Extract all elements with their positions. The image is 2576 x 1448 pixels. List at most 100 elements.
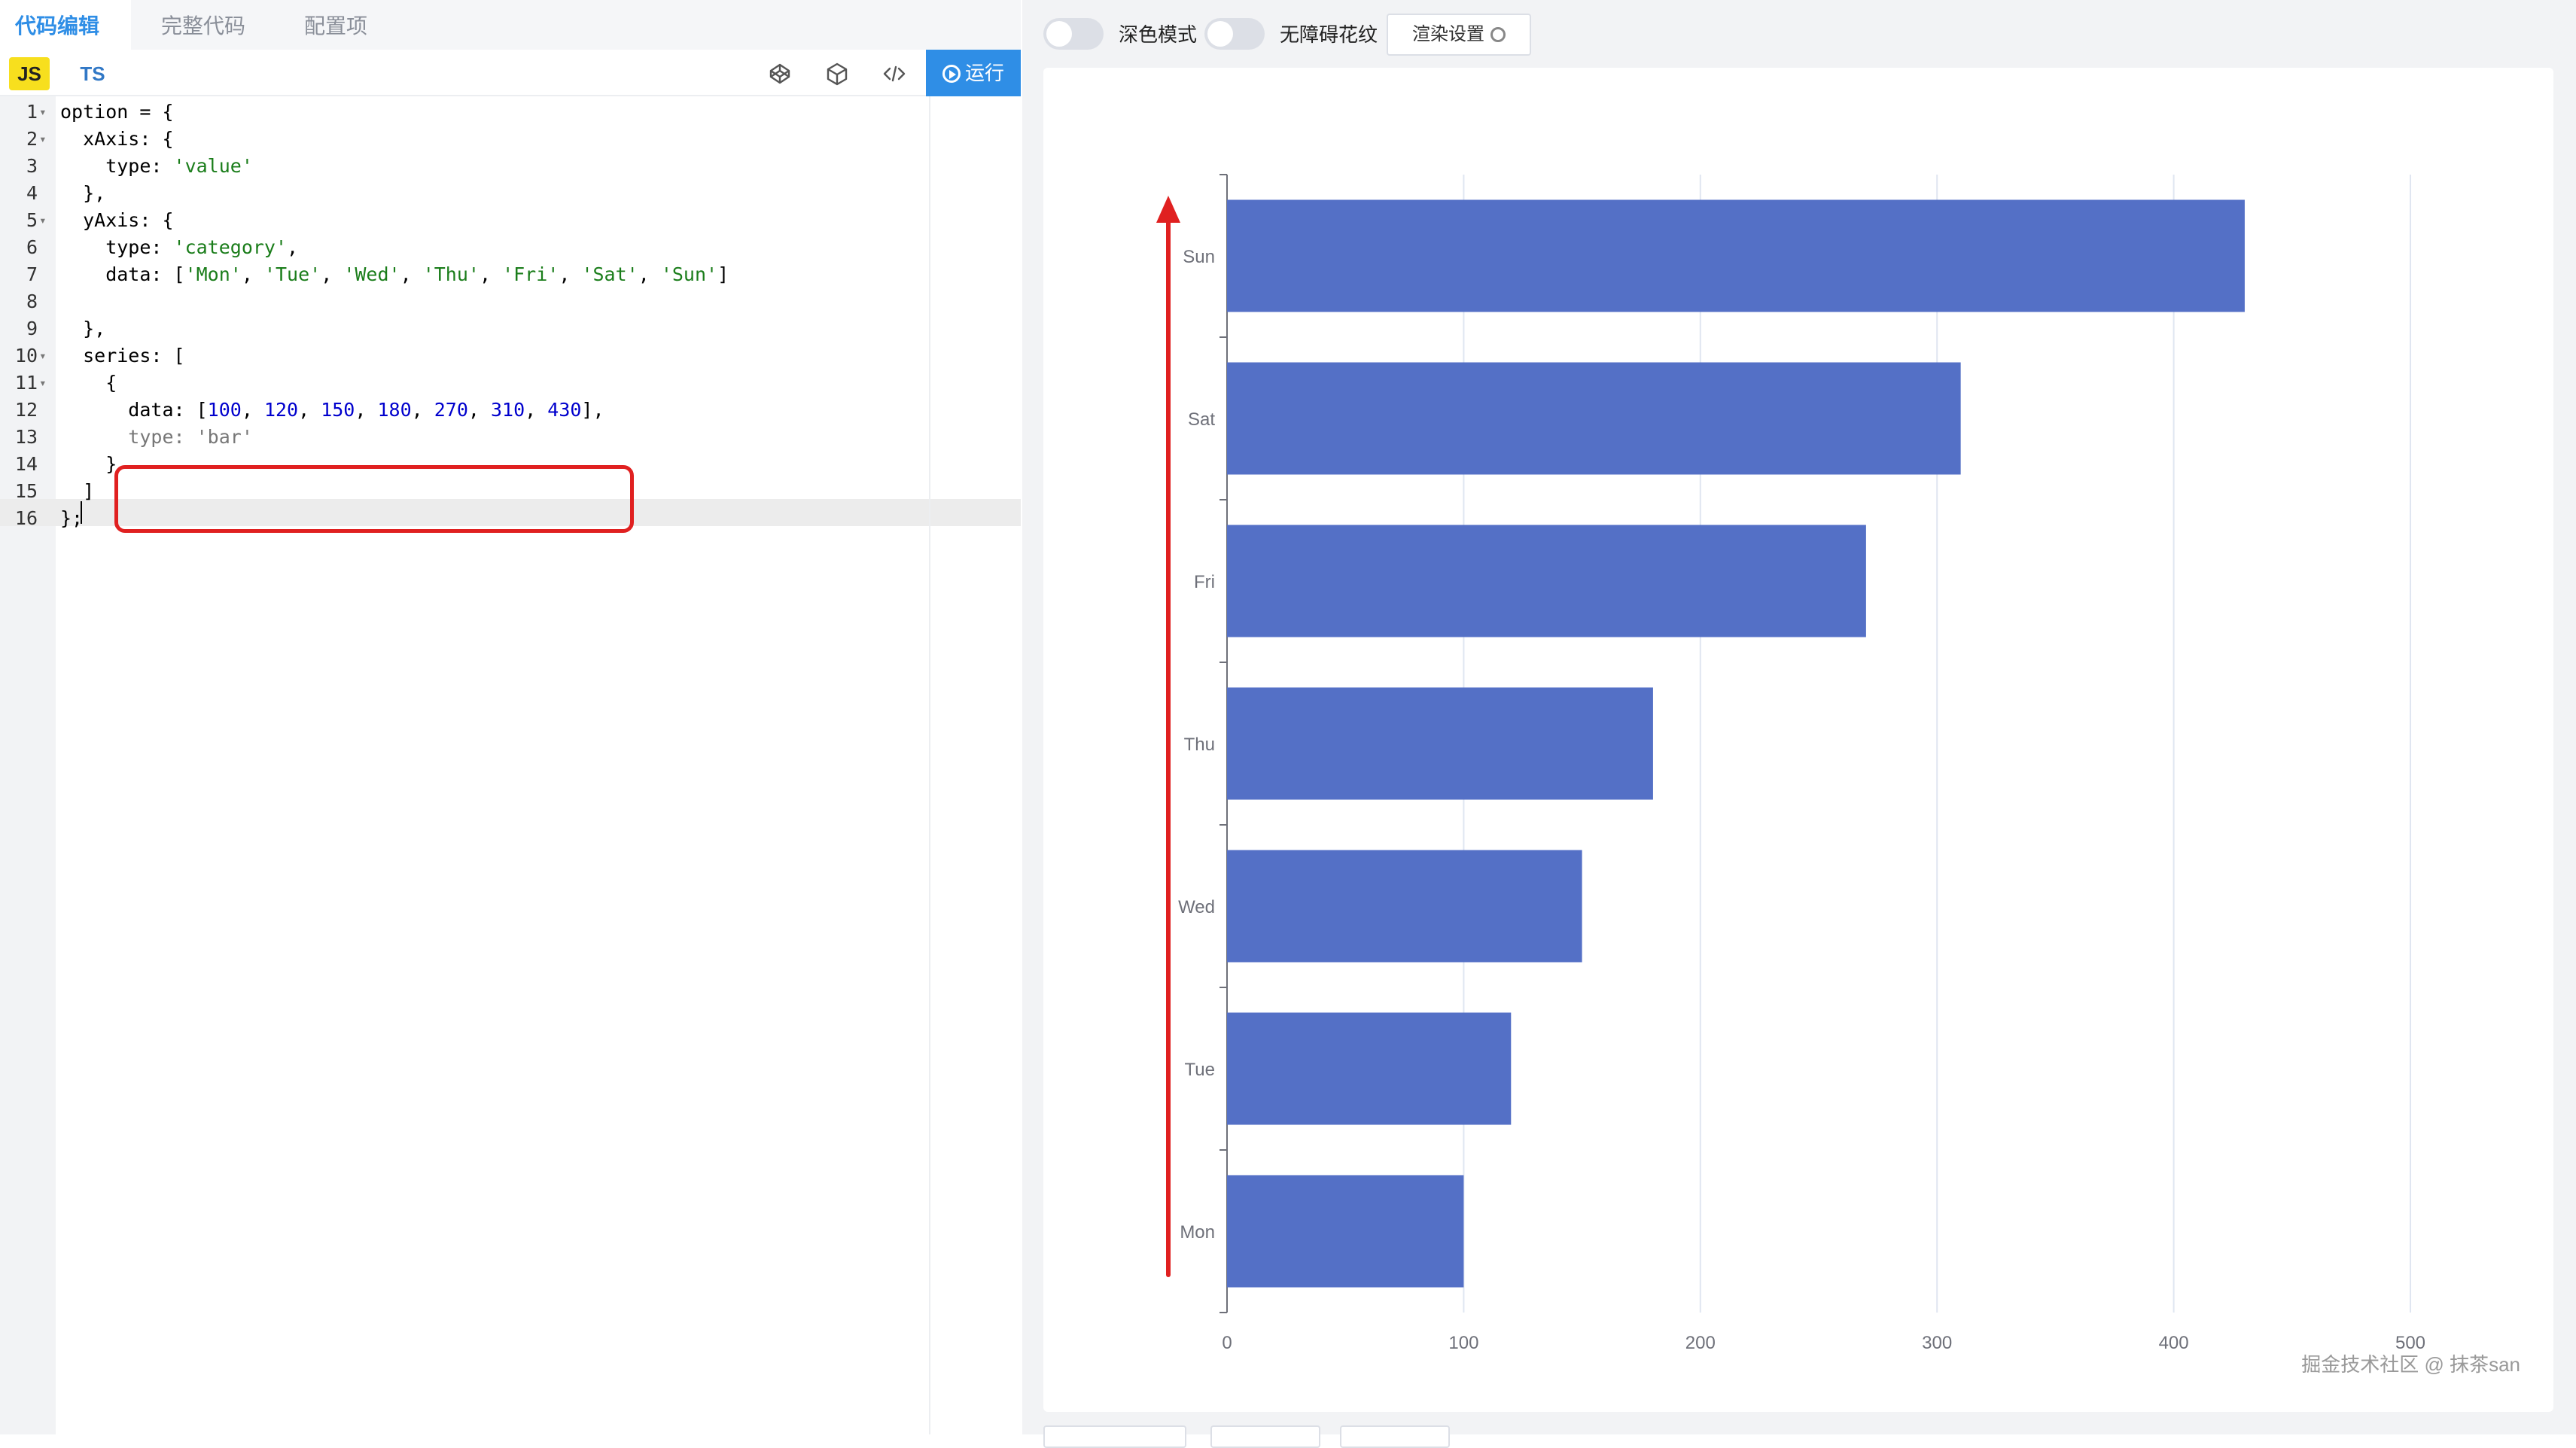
code-token: , (638, 263, 661, 285)
codepen-icon[interactable] (765, 59, 795, 89)
line-number: 10 (14, 345, 38, 367)
data-line-highlight-box (114, 465, 634, 533)
fold-arrow-icon[interactable]: ▾ (39, 348, 47, 363)
fold-arrow-icon[interactable]: ▾ (39, 105, 47, 119)
watermark: 掘金技术社区 @ 抹茶san (2301, 1353, 2520, 1376)
code-token: 'Thu' (422, 263, 480, 285)
line-number-gutter (0, 96, 56, 1434)
fold-arrow-icon[interactable]: ▾ (39, 213, 47, 227)
code-token: series: [ (60, 345, 185, 367)
code-text: data: ['Mon', 'Tue', 'Wed', 'Thu', 'Fri'… (60, 261, 729, 288)
codesandbox-icon[interactable] (822, 59, 852, 89)
code-token: , (400, 263, 423, 285)
bar (1227, 850, 1582, 963)
lang-js-toggle[interactable]: JS (9, 57, 50, 90)
line-number: 14 (14, 453, 38, 475)
code-line: 12 data: [100, 120, 150, 180, 270, 310, … (0, 397, 1021, 424)
code-line: 10 ▾ series: [ (0, 342, 1021, 370)
code-text: } (60, 451, 117, 478)
tab-code-edit[interactable]: 代码编辑 (0, 0, 131, 50)
code-text: option = { (60, 99, 174, 126)
tab-config-options[interactable]: 配置项 (304, 14, 368, 38)
bottom-action-button-1[interactable] (1043, 1425, 1186, 1448)
editor-tab-bar: 代码编辑 完整代码 配置项 (0, 0, 1021, 50)
code-token: type: (60, 236, 174, 258)
code-token: , (321, 263, 344, 285)
bottom-action-button-2[interactable] (1210, 1425, 1320, 1448)
code-token: 180 (377, 399, 412, 421)
fold-arrow-icon[interactable]: ▾ (39, 132, 47, 146)
bar-chart: 0 100 200 300 400 500 Mon Tue Wed Thu Fri Sat Sun (1156, 174, 2425, 1353)
code-text: series: [ (60, 342, 185, 370)
embed-code-icon[interactable] (879, 59, 909, 89)
code-token: type: (60, 155, 174, 177)
x-tick-label: 100 (1448, 1333, 1478, 1353)
dark-mode-label: 深色模式 (1119, 23, 1198, 46)
x-tick-label: 300 (1922, 1333, 1952, 1353)
code-text: }; (60, 505, 83, 532)
code-token: , (355, 399, 378, 421)
render-settings-label: 渲染设置 (1412, 24, 1484, 44)
code-line: 14 } (0, 451, 1021, 478)
code-token: yAxis: { (60, 209, 174, 231)
annotation-arrow-head-icon (1156, 196, 1180, 223)
dark-mode-toggle[interactable] (1043, 18, 1104, 50)
code-token: , (559, 263, 582, 285)
code-editor[interactable]: 1 ▾ option = {2 ▾ xAxis: {3 type: 'value' 4 … (0, 96, 1021, 1434)
line-number: 7 (26, 263, 38, 285)
code-token: }, (60, 318, 106, 339)
code-token: , (525, 399, 548, 421)
code-line: 2 ▾ xAxis: { (0, 126, 1021, 153)
bar (1227, 1175, 1464, 1288)
code-token: ] (60, 480, 95, 502)
code-token: 270 (434, 399, 468, 421)
bar (1227, 362, 1961, 475)
code-line: 13 type: 'bar' (0, 424, 1021, 451)
preview-pane: 深色模式 无障碍花纹 渲染设置 0 100 200 300 400 500 Mon Tue We… (1022, 0, 2576, 1448)
aria-decal-toggle[interactable] (1204, 18, 1265, 50)
code-line: 15 ] (0, 478, 1021, 505)
code-token: data: [ (60, 263, 185, 285)
bar (1227, 1012, 1512, 1125)
line-number: 3 (26, 155, 38, 177)
code-line: 3 type: 'value' (0, 153, 1021, 180)
code-token: option = { (60, 101, 174, 123)
chart-card: 0 100 200 300 400 500 Mon Tue Wed Thu Fri Sat Sun 掘金… (1043, 68, 2553, 1412)
code-token: xAxis: { (60, 128, 174, 150)
code-token: { (60, 372, 117, 394)
code-token: 'category' (173, 236, 288, 258)
render-settings-button[interactable]: 渲染设置 (1387, 14, 1531, 56)
code-text: }, (60, 315, 105, 342)
code-token: , (241, 263, 264, 285)
code-token: data: [ (60, 399, 208, 421)
code-text: }, (60, 180, 105, 207)
fold-arrow-icon[interactable]: ▾ (39, 376, 47, 390)
code-token: 120 (263, 399, 299, 421)
play-circle-icon (942, 65, 961, 83)
y-category-label: Mon (1180, 1222, 1215, 1243)
code-token: 'Sun' (660, 263, 718, 285)
y-category-label: Thu (1184, 735, 1215, 755)
y-category-label: Sun (1183, 247, 1215, 267)
run-button[interactable]: 运行 (926, 50, 1021, 96)
code-token: , (479, 263, 503, 285)
run-label: 运行 (964, 62, 1004, 84)
code-line: 16}; (0, 505, 1021, 532)
code-token: 'Fri' (502, 263, 559, 285)
code-token: 310 (491, 399, 525, 421)
bottom-action-button-3[interactable] (1340, 1425, 1450, 1448)
lang-ts-toggle[interactable]: TS (80, 62, 105, 85)
line-number: 1 (26, 101, 38, 123)
code-token: , (287, 236, 299, 258)
code-text: type: 'value' (60, 153, 253, 180)
line-number: 16 (14, 507, 38, 529)
editor-toolbar: JS TS 运行 (0, 50, 1021, 96)
bar (1227, 525, 1866, 637)
aria-decal-label: 无障碍花纹 (1280, 23, 1378, 46)
bar (1227, 687, 1653, 800)
x-tick-label: 500 (2395, 1333, 2425, 1353)
y-category-label: Tue (1185, 1060, 1215, 1080)
tab-full-code[interactable]: 完整代码 (161, 14, 246, 38)
x-tick-label: 200 (1685, 1333, 1716, 1353)
code-token: , (411, 399, 434, 421)
